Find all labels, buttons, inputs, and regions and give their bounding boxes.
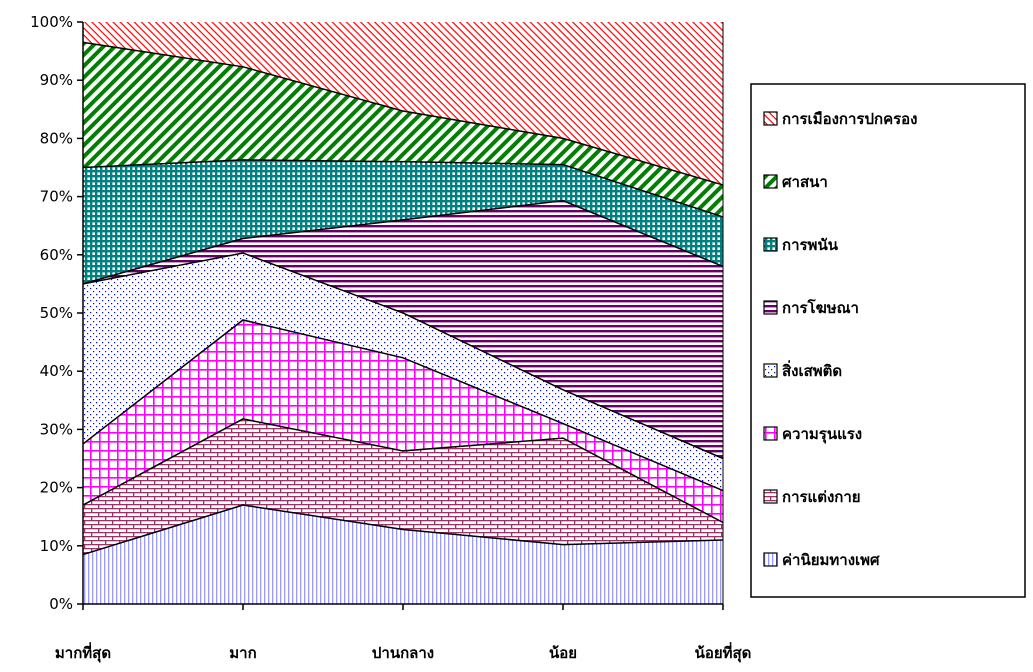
legend-label: ศาสนา	[782, 173, 828, 191]
y-tick-label: 70%	[40, 188, 73, 206]
x-tick-label: น้อยที่สุด	[695, 642, 752, 663]
x-tick-label: ปานกลาง	[372, 644, 434, 662]
legend-swatch	[763, 552, 778, 567]
y-axis-ticks: 0% 10% 20% 30% 40% 50% 60% 70% 80% 90% 100%	[30, 13, 83, 613]
y-tick-label: 90%	[40, 71, 73, 89]
y-tick-label: 60%	[40, 246, 73, 264]
series-boundary-line	[82, 504, 724, 556]
legend-swatch	[763, 237, 778, 252]
y-tick-label: 80%	[40, 129, 73, 147]
x-tick-label: มากที่สุด	[55, 642, 111, 663]
legend-label: การแต่งกาย	[782, 488, 861, 506]
x-tick-label: น้อย	[549, 644, 577, 662]
y-tick-label: 50%	[40, 304, 73, 322]
legend-swatch	[763, 363, 778, 378]
y-tick-label: 40%	[40, 362, 73, 380]
area-4	[83, 253, 723, 491]
legend: การเมืองการปกครองศาสนาการพนันการโฆษณาสิ่…	[750, 83, 1026, 598]
legend-swatch	[763, 174, 778, 189]
legend-label: สิ่งเสพติด	[782, 360, 842, 380]
series-boundary-lines	[82, 22, 724, 604]
area-7	[83, 42, 723, 217]
series-boundary-line	[82, 159, 724, 218]
legend-swatch	[763, 489, 778, 504]
series-boundary-line	[82, 41, 724, 186]
legend-label: การพนัน	[782, 236, 839, 254]
series-boundary-line	[82, 199, 724, 285]
y-tick-label: 30%	[40, 420, 73, 438]
legend-swatch	[763, 300, 778, 315]
area-6	[83, 159, 723, 284]
legend-label: ค่านิยมทางเพศ	[782, 551, 880, 569]
legend-swatch	[763, 111, 778, 126]
legend-label: ความรุนแรง	[782, 425, 862, 444]
series-boundary-line	[82, 319, 724, 492]
x-tick-label: มาก	[229, 644, 256, 662]
series-boundary-line	[82, 252, 724, 460]
area-5	[83, 200, 723, 459]
y-tick-label: 100%	[30, 13, 73, 31]
legend-label: การเมืองการปกครอง	[782, 110, 918, 128]
legend-swatch	[763, 426, 778, 441]
area-3	[83, 319, 723, 523]
area-2	[83, 418, 723, 555]
y-tick-label: 20%	[40, 479, 73, 497]
legend-label: การโฆษณา	[782, 298, 859, 317]
area-1	[83, 505, 723, 604]
area-8	[83, 22, 723, 185]
y-tick-label: 0%	[49, 595, 73, 613]
y-tick-label: 10%	[40, 537, 73, 555]
x-axis-ticks: มากที่สุด มาก ปานกลาง น้อย น้อยที่สุด	[55, 604, 752, 663]
legend-box	[750, 83, 1026, 598]
series-boundary-line	[82, 418, 724, 524]
area-series-group	[83, 22, 723, 604]
